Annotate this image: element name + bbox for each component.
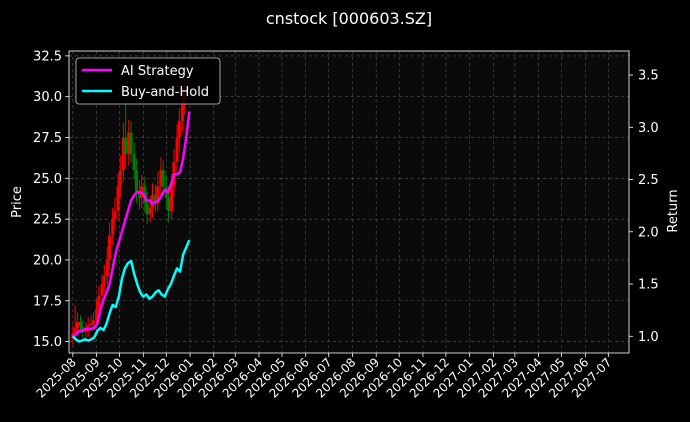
candle-body (121, 137, 125, 171)
candle-body (92, 320, 96, 324)
candle-body (177, 121, 181, 138)
candle-body (175, 137, 179, 163)
candle-body (154, 194, 158, 203)
y2-axis-label: Return (666, 189, 681, 232)
candle-body (86, 325, 90, 329)
y2-tick-label: 2.5 (638, 173, 659, 188)
y2-tick-label: 3.0 (638, 121, 659, 136)
y2-tick-label: 1.5 (638, 278, 659, 293)
candle-body (89, 323, 93, 326)
candle-body (108, 235, 112, 260)
series-layer (71, 111, 191, 343)
candle-body (78, 321, 82, 327)
candle-body (100, 284, 104, 296)
candle-body (134, 170, 138, 192)
candle-body (161, 170, 165, 187)
y-tick-label: 15.0 (33, 335, 62, 350)
y-tick-label: 25.0 (33, 172, 62, 187)
y-axis-label: Price (10, 186, 25, 218)
plot-frame (68, 50, 630, 354)
legend-label-buy-and-hold: Buy-and-Hold (121, 85, 209, 100)
candle-body (95, 308, 99, 321)
candle-body (124, 137, 128, 154)
candle-body (116, 186, 120, 211)
candle-body (151, 194, 155, 208)
y2-tick-label: 1.0 (638, 330, 659, 345)
candle-body (170, 186, 174, 211)
legend-label-ai-strategy: AI Strategy (121, 64, 194, 79)
y-tick-label: 17.5 (33, 294, 62, 309)
candle-body (145, 202, 149, 215)
candle-body (132, 153, 136, 171)
y2-tick-label: 2.0 (638, 225, 659, 240)
y-tick-label: 20.0 (33, 253, 62, 268)
candle-body (118, 170, 122, 187)
y-tick-label: 32.5 (33, 49, 62, 64)
series-line-buy-and-hold (71, 239, 191, 343)
candle-body (129, 132, 133, 154)
candle-body (113, 210, 117, 220)
right-axis-ticks: 1.0 1.5 2.0 2.5 3.0 3.5 (629, 69, 659, 345)
candle-body (180, 104, 184, 122)
candle-body (156, 186, 160, 203)
y-tick-label: 27.5 (33, 131, 62, 146)
candle-body (105, 259, 109, 277)
legend: AI Strategy Buy-and-Hold (75, 57, 221, 105)
candle-body (148, 207, 152, 215)
candle-body (102, 276, 106, 285)
candle-body (137, 191, 141, 198)
candle-body (127, 132, 131, 154)
y2-tick-label: 3.5 (638, 69, 659, 84)
candle-body (75, 321, 79, 329)
y-tick-label: 30.0 (33, 90, 62, 105)
series-line-ai-strategy (72, 111, 191, 338)
y-tick-label: 22.5 (33, 213, 62, 228)
candle-body (111, 219, 115, 236)
candle-body (97, 295, 101, 309)
candle-body (73, 328, 77, 334)
candlestick-layer (71, 80, 187, 345)
left-axis-ticks: 15.0 17.5 20.0 22.5 25.0 27.5 30.0 32.5 (33, 49, 69, 350)
candle-body (167, 197, 171, 211)
chart-title: cnstock [000603.SZ] (266, 9, 432, 28)
candle-body (159, 170, 163, 187)
